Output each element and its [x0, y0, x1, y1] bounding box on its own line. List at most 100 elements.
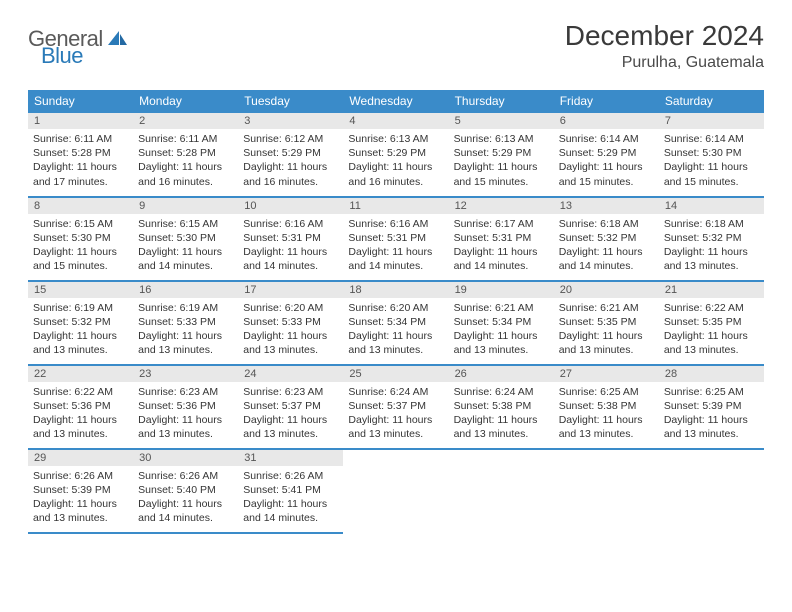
weekday-header: Wednesday: [343, 90, 448, 113]
weekday-header: Sunday: [28, 90, 133, 113]
day-number: 27: [554, 366, 659, 382]
calendar-cell: 31Sunrise: 6:26 AMSunset: 5:41 PMDayligh…: [238, 449, 343, 533]
day-number: 24: [238, 366, 343, 382]
calendar-cell: 22Sunrise: 6:22 AMSunset: 5:36 PMDayligh…: [28, 365, 133, 449]
day-number: 20: [554, 282, 659, 298]
day-detail: Sunrise: 6:14 AMSunset: 5:29 PMDaylight:…: [554, 129, 659, 192]
day-detail: Sunrise: 6:15 AMSunset: 5:30 PMDaylight:…: [133, 214, 238, 277]
day-detail: Sunrise: 6:15 AMSunset: 5:30 PMDaylight:…: [28, 214, 133, 277]
logo-text-blue: Blue: [41, 43, 83, 68]
day-detail: Sunrise: 6:22 AMSunset: 5:35 PMDaylight:…: [659, 298, 764, 361]
day-number: 14: [659, 198, 764, 214]
header: General December 2024 Purulha, Guatemala: [28, 20, 764, 72]
calendar-cell: 11Sunrise: 6:16 AMSunset: 5:31 PMDayligh…: [343, 197, 448, 281]
calendar-cell: 24Sunrise: 6:23 AMSunset: 5:37 PMDayligh…: [238, 365, 343, 449]
day-detail: Sunrise: 6:13 AMSunset: 5:29 PMDaylight:…: [449, 129, 554, 192]
day-number: 8: [28, 198, 133, 214]
day-detail: Sunrise: 6:25 AMSunset: 5:39 PMDaylight:…: [659, 382, 764, 445]
day-detail: Sunrise: 6:25 AMSunset: 5:38 PMDaylight:…: [554, 382, 659, 445]
calendar-cell: 6Sunrise: 6:14 AMSunset: 5:29 PMDaylight…: [554, 113, 659, 197]
day-number: 30: [133, 450, 238, 466]
day-detail: Sunrise: 6:24 AMSunset: 5:38 PMDaylight:…: [449, 382, 554, 445]
day-number: 17: [238, 282, 343, 298]
calendar-cell: [449, 449, 554, 533]
day-detail: Sunrise: 6:20 AMSunset: 5:34 PMDaylight:…: [343, 298, 448, 361]
day-number: 31: [238, 450, 343, 466]
day-number: 28: [659, 366, 764, 382]
day-detail: Sunrise: 6:11 AMSunset: 5:28 PMDaylight:…: [28, 129, 133, 192]
calendar-cell: [659, 449, 764, 533]
calendar-cell: 15Sunrise: 6:19 AMSunset: 5:32 PMDayligh…: [28, 281, 133, 365]
weekday-header: Friday: [554, 90, 659, 113]
calendar-cell: [343, 449, 448, 533]
day-detail: Sunrise: 6:26 AMSunset: 5:41 PMDaylight:…: [238, 466, 343, 529]
page-title: December 2024: [565, 20, 764, 52]
day-detail: Sunrise: 6:17 AMSunset: 5:31 PMDaylight:…: [449, 214, 554, 277]
day-detail: Sunrise: 6:14 AMSunset: 5:30 PMDaylight:…: [659, 129, 764, 192]
calendar-cell: 27Sunrise: 6:25 AMSunset: 5:38 PMDayligh…: [554, 365, 659, 449]
calendar-cell: 12Sunrise: 6:17 AMSunset: 5:31 PMDayligh…: [449, 197, 554, 281]
calendar-cell: 2Sunrise: 6:11 AMSunset: 5:28 PMDaylight…: [133, 113, 238, 197]
day-detail: Sunrise: 6:16 AMSunset: 5:31 PMDaylight:…: [343, 214, 448, 277]
day-number: 6: [554, 113, 659, 129]
day-number: 18: [343, 282, 448, 298]
day-detail: Sunrise: 6:24 AMSunset: 5:37 PMDaylight:…: [343, 382, 448, 445]
weekday-header: Saturday: [659, 90, 764, 113]
day-detail: Sunrise: 6:18 AMSunset: 5:32 PMDaylight:…: [554, 214, 659, 277]
weekday-header: Monday: [133, 90, 238, 113]
calendar-cell: 7Sunrise: 6:14 AMSunset: 5:30 PMDaylight…: [659, 113, 764, 197]
calendar-cell: 25Sunrise: 6:24 AMSunset: 5:37 PMDayligh…: [343, 365, 448, 449]
day-detail: Sunrise: 6:22 AMSunset: 5:36 PMDaylight:…: [28, 382, 133, 445]
day-detail: Sunrise: 6:20 AMSunset: 5:33 PMDaylight:…: [238, 298, 343, 361]
day-number: 26: [449, 366, 554, 382]
day-detail: Sunrise: 6:13 AMSunset: 5:29 PMDaylight:…: [343, 129, 448, 192]
calendar-cell: 18Sunrise: 6:20 AMSunset: 5:34 PMDayligh…: [343, 281, 448, 365]
calendar-table: SundayMondayTuesdayWednesdayThursdayFrid…: [28, 90, 764, 534]
day-number: 22: [28, 366, 133, 382]
calendar-cell: 1Sunrise: 6:11 AMSunset: 5:28 PMDaylight…: [28, 113, 133, 197]
day-detail: Sunrise: 6:19 AMSunset: 5:33 PMDaylight:…: [133, 298, 238, 361]
calendar-cell: 21Sunrise: 6:22 AMSunset: 5:35 PMDayligh…: [659, 281, 764, 365]
day-number: 5: [449, 113, 554, 129]
day-number: 16: [133, 282, 238, 298]
day-detail: Sunrise: 6:21 AMSunset: 5:34 PMDaylight:…: [449, 298, 554, 361]
day-detail: Sunrise: 6:11 AMSunset: 5:28 PMDaylight:…: [133, 129, 238, 192]
day-detail: Sunrise: 6:21 AMSunset: 5:35 PMDaylight:…: [554, 298, 659, 361]
day-number: 15: [28, 282, 133, 298]
calendar-cell: 16Sunrise: 6:19 AMSunset: 5:33 PMDayligh…: [133, 281, 238, 365]
day-number: 23: [133, 366, 238, 382]
logo-sail-icon: [108, 30, 128, 51]
calendar-cell: 19Sunrise: 6:21 AMSunset: 5:34 PMDayligh…: [449, 281, 554, 365]
day-detail: Sunrise: 6:26 AMSunset: 5:40 PMDaylight:…: [133, 466, 238, 529]
day-detail: Sunrise: 6:18 AMSunset: 5:32 PMDaylight:…: [659, 214, 764, 277]
day-number: 21: [659, 282, 764, 298]
calendar-cell: 28Sunrise: 6:25 AMSunset: 5:39 PMDayligh…: [659, 365, 764, 449]
day-detail: Sunrise: 6:23 AMSunset: 5:37 PMDaylight:…: [238, 382, 343, 445]
day-number: 25: [343, 366, 448, 382]
calendar-cell: 9Sunrise: 6:15 AMSunset: 5:30 PMDaylight…: [133, 197, 238, 281]
day-detail: Sunrise: 6:12 AMSunset: 5:29 PMDaylight:…: [238, 129, 343, 192]
calendar-cell: [554, 449, 659, 533]
calendar-cell: 5Sunrise: 6:13 AMSunset: 5:29 PMDaylight…: [449, 113, 554, 197]
day-number: 11: [343, 198, 448, 214]
calendar-cell: 3Sunrise: 6:12 AMSunset: 5:29 PMDaylight…: [238, 113, 343, 197]
weekday-header: Tuesday: [238, 90, 343, 113]
day-number: 3: [238, 113, 343, 129]
day-number: 9: [133, 198, 238, 214]
day-detail: Sunrise: 6:26 AMSunset: 5:39 PMDaylight:…: [28, 466, 133, 529]
calendar-cell: 10Sunrise: 6:16 AMSunset: 5:31 PMDayligh…: [238, 197, 343, 281]
day-number: 10: [238, 198, 343, 214]
day-number: 1: [28, 113, 133, 129]
calendar-cell: 29Sunrise: 6:26 AMSunset: 5:39 PMDayligh…: [28, 449, 133, 533]
day-detail: Sunrise: 6:23 AMSunset: 5:36 PMDaylight:…: [133, 382, 238, 445]
day-number: 4: [343, 113, 448, 129]
calendar-cell: 8Sunrise: 6:15 AMSunset: 5:30 PMDaylight…: [28, 197, 133, 281]
calendar-cell: 26Sunrise: 6:24 AMSunset: 5:38 PMDayligh…: [449, 365, 554, 449]
day-number: 12: [449, 198, 554, 214]
logo-text-blue-row: Blue: [41, 43, 83, 69]
day-detail: Sunrise: 6:19 AMSunset: 5:32 PMDaylight:…: [28, 298, 133, 361]
day-number: 29: [28, 450, 133, 466]
page-subtitle: Purulha, Guatemala: [565, 54, 764, 72]
calendar-cell: 17Sunrise: 6:20 AMSunset: 5:33 PMDayligh…: [238, 281, 343, 365]
calendar-cell: 13Sunrise: 6:18 AMSunset: 5:32 PMDayligh…: [554, 197, 659, 281]
